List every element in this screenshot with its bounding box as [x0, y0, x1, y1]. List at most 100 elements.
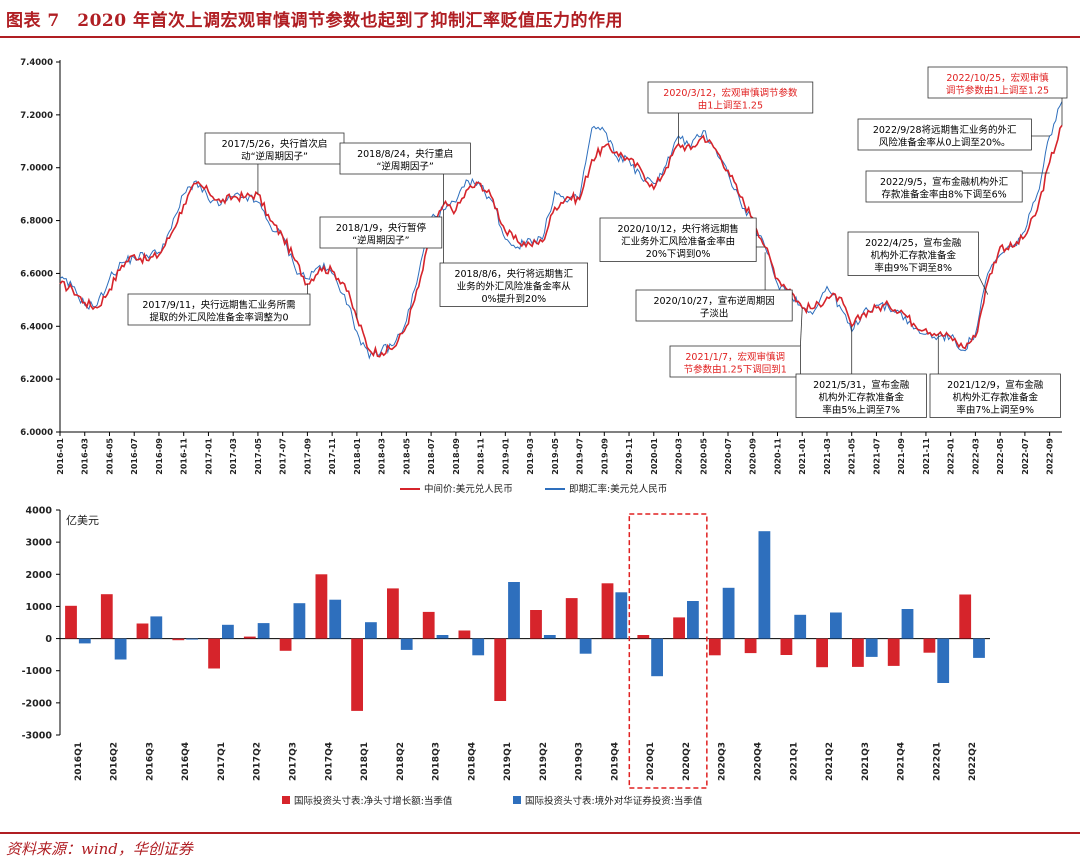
annotation-text: 2017/5/26，央行首次启 [222, 138, 328, 150]
bar-chart-unit-label: 亿美元 [66, 514, 99, 527]
bar-chart-category-label: 2020Q3 [718, 742, 728, 781]
legend-label: 国际投资头寸表:境外对华证券投资:当季值 [525, 795, 703, 807]
bar-chart-category-label: 2019Q1 [503, 742, 513, 781]
bar-chart-category-label: 2017Q2 [253, 742, 263, 781]
net-position-bar [387, 588, 399, 639]
line-chart-legend: 中间价:美元兑人民币 即期汇率:美元兑人民币 [400, 483, 667, 495]
line-chart-x-tick-label: 2019-01 [501, 438, 510, 475]
annotation-text: 2020/3/12，宏观审慎调节参数 [663, 87, 798, 99]
annotation-text: 2022/9/28将远期售汇业务的外汇 [873, 124, 1017, 136]
net-position-bar [708, 638, 721, 656]
annotation-text: 子淡出 [700, 308, 729, 320]
annotation-box [635, 289, 793, 322]
annotation-text: 业务的外汇风险准备金率从 [457, 281, 572, 293]
securities-investment-bar [758, 531, 771, 639]
annotation-text: 2022/9/5，宣布金融机构外汇 [880, 176, 1009, 188]
bar-chart-legend: 国际投资头寸表:净头寸增长额:当季值 国际投资头寸表:境外对华证券投资:当季值 [282, 795, 703, 807]
securities-investment-bar [651, 638, 663, 677]
line-chart-x-tick-label: 2021-11 [922, 438, 931, 475]
annotation-box [127, 293, 311, 326]
annotation-text: 率由7%上调至9% [956, 404, 1034, 416]
securities-investment-bar [78, 638, 91, 644]
line-chart-x-tick-label: 2020-07 [724, 438, 733, 475]
securities-investment-bar [436, 635, 449, 639]
bar-chart-y-tick-label: 1000 [26, 602, 53, 613]
annotation-text: 机构外汇存款准备金 [952, 392, 1038, 404]
annotation-text: 提取的外汇风险准备金率调整为0 [149, 312, 288, 324]
securities-investment-bar [543, 635, 556, 639]
legend-swatch [282, 796, 290, 804]
net-position-bar [780, 638, 793, 655]
net-position-bar [208, 638, 220, 669]
annotation-text: 2018/8/6，央行将远期售汇 [454, 268, 573, 280]
line-chart-y-tick-label: 6.8000 [20, 217, 53, 227]
bar-chart-y-tick-label: -2000 [22, 698, 53, 709]
net-position-bar [744, 638, 757, 654]
bar-chart-category-label: 2016Q3 [145, 742, 155, 781]
bar-chart-category-label: 2017Q4 [324, 742, 334, 781]
net-position-bar [494, 638, 507, 701]
securities-investment-bar [329, 599, 342, 639]
line-chart-x-tick-label: 2019-03 [526, 438, 535, 475]
line-chart-x-tick-label: 2022-01 [947, 438, 956, 475]
annotation-box [865, 170, 1023, 203]
net-position-bar [422, 611, 435, 639]
bar-chart-y-tick-label: 4000 [26, 506, 53, 517]
net-position-bar [172, 638, 185, 641]
legend-label: 国际投资头寸表:净头寸增长额:当季值 [294, 795, 453, 807]
line-chart-x-tick-label: 2017-07 [279, 438, 288, 475]
line-chart-x-tick-label: 2019-05 [551, 438, 560, 475]
net-position-bar [673, 617, 685, 639]
line-chart-x-tick-label: 2021-03 [823, 438, 832, 475]
line-chart-x-tick-label: 2016-07 [130, 438, 139, 475]
securities-investment-bar [579, 638, 592, 654]
figure-title: 图表 7 2020 年首次上调宏观审慎调节参数也起到了抑制汇率贬值压力的作用 [6, 11, 623, 31]
line-chart-x-tick-label: 2022-03 [971, 438, 980, 475]
line-chart-x-tick-label: 2018-03 [378, 438, 387, 475]
securities-investment-bar [150, 616, 163, 639]
annotation-box [669, 345, 801, 378]
securities-investment-bar [687, 601, 699, 639]
annotation-text: 机构外汇存款准备金 [818, 392, 904, 404]
bar-chart-category-label: 2016Q4 [181, 742, 191, 781]
net-position-bar [852, 638, 864, 667]
bar-chart-category-label: 2021Q3 [861, 742, 871, 781]
net-position-bar [816, 638, 828, 668]
bar-chart-category-label: 2016Q1 [74, 742, 84, 781]
annotation-box [599, 217, 757, 262]
annotation-leader [978, 275, 989, 295]
bar-chart-category-label: 2021Q4 [897, 742, 907, 781]
annotation-text: 2020/10/27，宣布逆周期因 [653, 295, 774, 307]
bar-chart-y-tick-label: -1000 [22, 666, 53, 677]
bar-chart-category-label: 2020Q2 [682, 742, 692, 781]
annotation-text: 2018/1/9，央行暂停 [336, 222, 427, 234]
annotation-text: 汇业务外汇风险准备金率由 [621, 236, 735, 248]
annotation-text: 存款准备金率由8%下调至6% [882, 189, 1007, 201]
legend-label: 即期汇率:美元兑人民币 [569, 483, 667, 495]
line-chart-x-tick-label: 2020-03 [675, 438, 684, 475]
line-chart-x-tick-label: 2022-05 [996, 438, 1005, 475]
highlight-box-2020h1 [628, 513, 708, 789]
spot-rate-line [59, 101, 1063, 360]
net-position-bar [315, 574, 328, 639]
annotation-text: 2021/12/9，宣布金融 [947, 379, 1044, 391]
line-chart-y-tick-label: 6.2000 [20, 375, 53, 385]
line-chart-x-tick-label: 2022-07 [1021, 438, 1030, 475]
bar-chart-y-tick-label: 0 [45, 634, 52, 645]
net-position-bar [887, 638, 900, 666]
net-position-bar [959, 594, 972, 639]
line-chart-x-tick-label: 2017-05 [254, 438, 263, 475]
line-chart-x-tick-label: 2018-01 [353, 438, 362, 475]
securities-investment-bar [186, 638, 198, 640]
annotation-box [857, 118, 1032, 151]
line-chart-x-tick-label: 2018-05 [402, 438, 411, 475]
annotation-callout: 2018/1/9，央行暂停“逆周期因子” [319, 216, 443, 319]
